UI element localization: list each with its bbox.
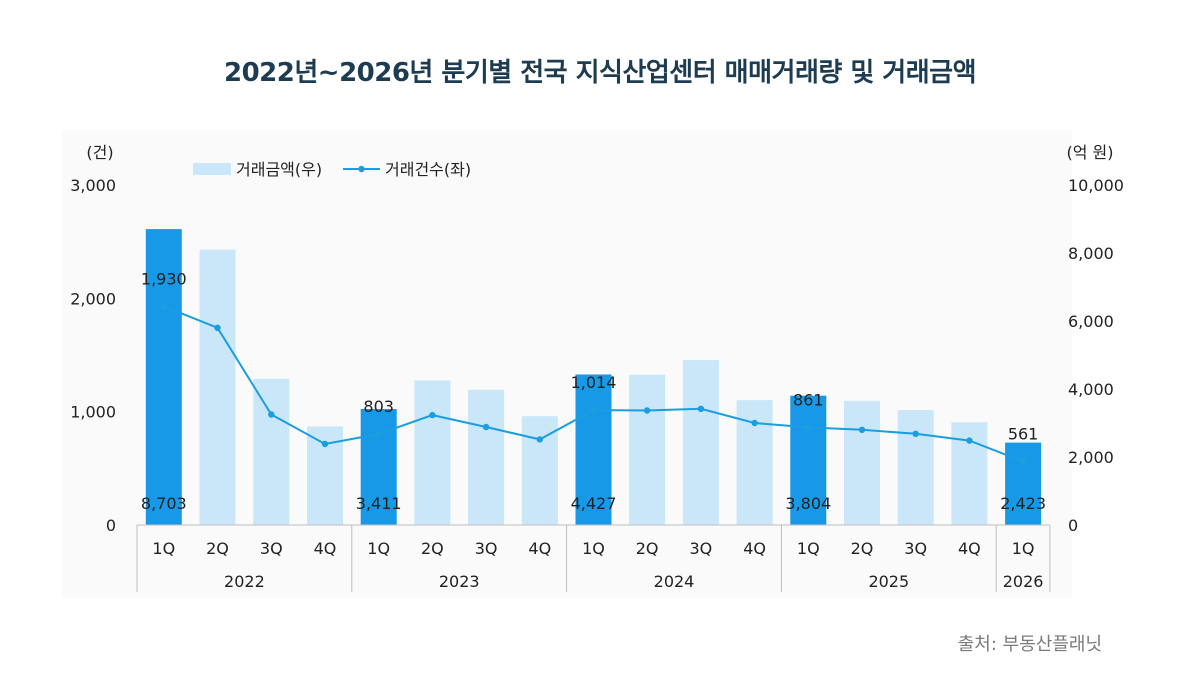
line-point-14 (912, 430, 919, 437)
category-label-1: 2Q (206, 539, 229, 558)
bar-10 (682, 360, 719, 525)
left-tick-label-0: 0 (106, 516, 116, 535)
bar-7 (521, 416, 558, 525)
category-label-2: 3Q (260, 539, 283, 558)
legend-label-bar: 거래금액(우) (236, 160, 322, 179)
line-point-11 (751, 419, 758, 427)
category-label-13: 2Q (851, 539, 874, 558)
year-label-2024: 2024 (654, 572, 695, 591)
data-labels: 8,703 1,930 3,411 803 4,427 1,014 3,804 861 2,42… (141, 269, 1046, 513)
right-tick-label-2: 4,000 (1068, 380, 1114, 399)
line-point-5 (429, 411, 436, 419)
category-label-11: 4Q (743, 539, 766, 558)
right-tick-label-3: 6,000 (1068, 312, 1114, 331)
line-point-0 (160, 303, 167, 310)
category-label-3: 4Q (314, 539, 337, 558)
right-tick-label-5: 10,000 (1068, 176, 1124, 195)
source-note: 출처: 부동산플래닛 (957, 634, 1102, 655)
left-tick-label-1: 1,000 (70, 403, 116, 422)
line-point-2 (268, 411, 275, 418)
category-label-4: 1Q (367, 539, 390, 558)
line-point-12 (805, 424, 812, 431)
bar-value-label-4: 3,411 (356, 494, 402, 513)
year-label-2022: 2022 (224, 572, 265, 591)
right-tick-label-0: 0 (1068, 516, 1078, 535)
bar-9 (629, 374, 666, 525)
line-value-label-4: 803 (363, 397, 394, 416)
line-point-3 (321, 440, 329, 448)
bar-13 (844, 400, 880, 525)
category-label-12: 1Q (797, 539, 820, 558)
line-point-13 (858, 426, 866, 433)
line-point-7 (536, 436, 543, 443)
bar-2 (253, 378, 290, 525)
bar-5 (414, 380, 451, 525)
legend-label-line: 거래건수(좌) (385, 160, 471, 179)
right-tick-label-4: 8,000 (1068, 244, 1114, 263)
bar-value-label-0: 8,703 (141, 494, 187, 513)
legend-swatch-line-marker (358, 165, 365, 173)
line-point-6 (482, 423, 490, 431)
line-point-9 (643, 407, 651, 414)
category-label-6: 3Q (475, 539, 498, 558)
bar-6 (468, 389, 505, 525)
line-point-8 (590, 406, 597, 414)
line-series (160, 303, 1027, 465)
category-label-9: 2Q (636, 539, 659, 558)
legend-swatch-bar (193, 163, 231, 175)
bar-0 (145, 229, 182, 525)
legend: 거래금액(우) 거래건수(좌) (193, 160, 471, 179)
bar-1 (199, 249, 236, 525)
bar-value-label-16: 2,423 (1000, 494, 1046, 513)
axes: 0 1,000 2,000 3,000 (건) 0 2,000 4,000 6,000 8,000… (70, 143, 1124, 592)
line-point-1 (214, 324, 221, 331)
category-label-14: 3Q (904, 539, 927, 558)
left-tick-label-2: 2,000 (70, 289, 116, 308)
bar-14 (897, 410, 934, 525)
left-tick-label-3: 3,000 (70, 176, 116, 195)
chart-title: 2022년~2026년 분기별 전국 지식산업센터 매매거래량 및 거래금액 (224, 58, 976, 88)
category-label-15: 4Q (958, 539, 981, 558)
bar-series (145, 229, 1042, 525)
line-value-label-12: 861 (793, 390, 824, 409)
left-axis-unit: (건) (86, 143, 113, 162)
right-axis-unit: (억 원) (1066, 143, 1113, 162)
bar-4 (360, 409, 397, 525)
category-label-16: 1Q (1012, 539, 1035, 558)
right-tick-label-1: 2,000 (1068, 448, 1114, 467)
category-label-8: 1Q (582, 539, 605, 558)
category-label-0: 1Q (152, 539, 175, 558)
line-point-16 (1019, 458, 1027, 465)
line-point-4 (375, 430, 382, 438)
bar-value-label-8: 4,427 (571, 494, 617, 513)
category-label-5: 2Q (421, 539, 444, 558)
category-label-10: 3Q (690, 539, 713, 558)
bar-8 (575, 374, 612, 525)
category-label-7: 4Q (528, 539, 551, 558)
line-point-10 (697, 405, 705, 412)
line-value-label-8: 1,014 (571, 373, 617, 392)
line-point-15 (966, 437, 973, 444)
line-value-label-16: 561 (1008, 424, 1039, 443)
bar-value-label-12: 3,804 (785, 494, 831, 513)
year-label-2026: 2026 (1003, 572, 1044, 591)
line-value-label-0: 1,930 (141, 269, 187, 288)
bar-12 (790, 395, 827, 525)
year-label-2025: 2025 (868, 572, 909, 591)
year-label-2023: 2023 (439, 572, 480, 591)
